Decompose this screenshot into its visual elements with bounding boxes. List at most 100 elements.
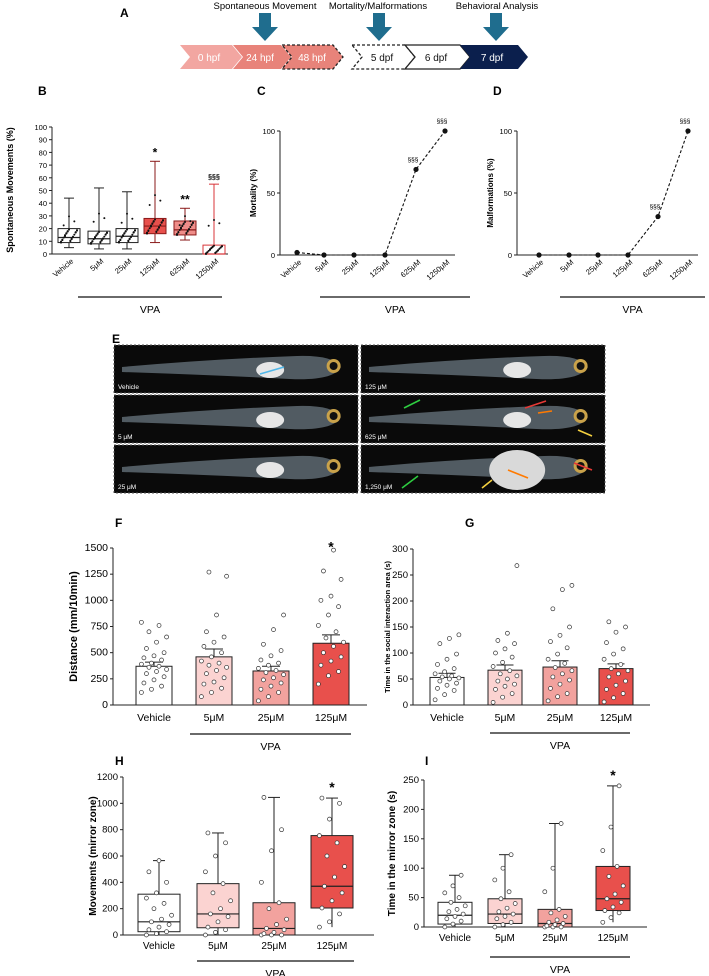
data-point	[201, 681, 207, 687]
data-point	[219, 685, 224, 691]
data-point	[512, 641, 517, 646]
y-tick-label: 90	[39, 136, 47, 145]
data-point	[154, 669, 159, 674]
down-arrow-icon	[252, 13, 278, 41]
data-point	[188, 227, 190, 230]
data-point	[333, 629, 339, 635]
data-point	[186, 229, 189, 232]
data-point	[184, 220, 186, 223]
data-point	[94, 236, 96, 239]
data-point	[502, 646, 508, 652]
data-point	[161, 674, 167, 680]
data-point	[205, 830, 211, 836]
x-tick-label: 1250μM	[425, 258, 452, 282]
data-point	[608, 666, 614, 671]
data-point	[92, 238, 95, 241]
larva-pupil	[576, 362, 585, 370]
stage-24hpf-chevron	[233, 45, 291, 69]
data-point	[322, 883, 327, 889]
data-point	[509, 691, 515, 696]
annotation-arrow	[403, 399, 421, 409]
data-point	[204, 671, 209, 676]
data-point	[164, 929, 169, 935]
bar	[135, 665, 173, 706]
x-tick-label: Vehicle	[137, 712, 171, 724]
y-tick-label: 100	[262, 127, 275, 136]
data-point	[493, 687, 498, 692]
data-point	[460, 911, 466, 917]
x-tick-label: 1250μM	[668, 258, 695, 282]
data-point	[327, 919, 332, 925]
x-tick-label: 625μM	[641, 258, 664, 280]
annotation-arrow	[507, 469, 529, 479]
y-tick-label: 100	[403, 863, 419, 874]
y-tick-label: 1250	[85, 568, 109, 580]
bar	[312, 642, 350, 706]
data-point	[159, 223, 162, 226]
data-point	[211, 245, 214, 248]
data-point	[261, 641, 266, 647]
data-point	[120, 221, 123, 224]
data-point	[604, 640, 609, 645]
data-point	[215, 250, 218, 253]
data-point	[444, 682, 450, 688]
data-point	[146, 231, 148, 234]
data-point	[685, 128, 691, 134]
significance-mark: §§§	[680, 118, 691, 125]
data-point	[454, 651, 459, 657]
y-axis-title: Malformations (%)	[486, 158, 495, 228]
data-point	[209, 690, 214, 695]
micrograph-label: Vehicle	[118, 384, 139, 391]
data-point	[536, 252, 542, 258]
data-point	[155, 230, 158, 233]
data-point	[284, 916, 289, 922]
data-point	[450, 921, 456, 927]
data-point	[625, 252, 631, 258]
data-point	[184, 215, 186, 218]
data-point	[276, 900, 282, 906]
annotation-arrow	[577, 429, 593, 437]
data-point	[512, 681, 517, 687]
stage-label: 7 dpf	[481, 53, 503, 64]
data-point	[504, 905, 510, 911]
data-point	[510, 911, 516, 917]
x-tick-label: 5μM	[204, 712, 225, 724]
yolk-sac	[256, 362, 285, 378]
data-point	[558, 924, 564, 930]
data-point	[342, 864, 347, 869]
data-point	[65, 232, 68, 235]
data-point	[64, 234, 66, 237]
x-tick-label: 25μM	[261, 941, 286, 952]
larva-body	[122, 405, 341, 430]
x-tick-label: 5μM	[558, 258, 575, 274]
stage-0hpf-chevron	[180, 45, 242, 69]
y-tick-label: 200	[403, 804, 419, 815]
data-point	[178, 228, 181, 231]
y-axis-title: Movements (mirror zone)	[88, 796, 99, 915]
vpa-group-label: VPA	[260, 741, 280, 753]
micrograph-label: 125 μM	[365, 384, 387, 391]
y-tick-label: 100	[34, 123, 47, 132]
data-point	[620, 691, 626, 696]
yolk-sac	[256, 412, 285, 428]
data-point	[156, 924, 162, 930]
stage-label: 6 dpf	[425, 53, 447, 64]
data-point	[500, 865, 506, 871]
data-point	[148, 203, 151, 206]
data-point	[156, 858, 162, 863]
y-tick-label: 1200	[97, 772, 118, 783]
larva-body	[369, 355, 588, 380]
data-point	[500, 922, 506, 927]
series-line	[296, 130, 446, 256]
data-point	[164, 634, 169, 640]
data-point	[611, 695, 616, 701]
data-point	[62, 224, 65, 227]
x-tick-label: 125μM	[315, 712, 347, 724]
data-point	[413, 166, 419, 173]
data-point	[602, 908, 608, 913]
data-point	[159, 657, 164, 663]
data-point	[279, 827, 284, 833]
data-point	[203, 932, 208, 938]
data-point	[595, 252, 601, 258]
data-point	[206, 251, 209, 254]
